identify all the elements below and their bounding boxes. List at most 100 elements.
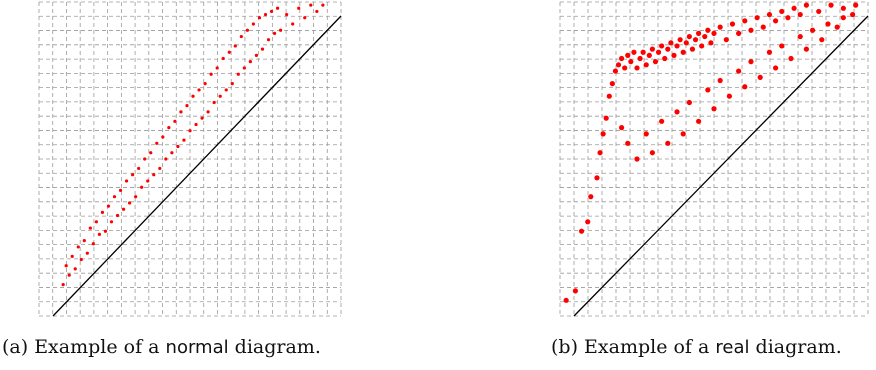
- normal-point: [128, 201, 132, 205]
- normal-point: [251, 22, 256, 26]
- real-point: [585, 219, 591, 225]
- real-point: [702, 33, 708, 40]
- normal-point: [152, 173, 156, 177]
- real-point: [634, 156, 640, 162]
- real-point: [615, 62, 622, 68]
- real-point: [754, 15, 760, 21]
- normal-point: [239, 34, 243, 39]
- normal-point: [191, 94, 195, 98]
- real-point: [809, 27, 816, 33]
- caption-a-keyword: normal: [165, 337, 229, 358]
- real-point: [773, 65, 779, 71]
- normal-point: [64, 264, 68, 268]
- real-point: [680, 49, 686, 55]
- normal-point: [212, 100, 216, 105]
- real-point: [662, 55, 668, 62]
- real-point: [612, 68, 619, 74]
- real-point: [853, 2, 859, 8]
- real-point: [649, 46, 655, 52]
- normal-point: [279, 28, 283, 32]
- normal-point: [291, 22, 295, 26]
- normal-point: [106, 204, 111, 208]
- real-point: [766, 49, 773, 55]
- real-point: [840, 15, 846, 21]
- normal-point: [76, 245, 80, 249]
- panel-normal-diagram: (a) Example of a normal diagram.: [2, 1, 342, 358]
- real-point: [668, 40, 674, 46]
- real-point: [748, 59, 754, 65]
- normal-point: [263, 12, 268, 17]
- real-point: [594, 175, 600, 181]
- real-point: [622, 65, 628, 71]
- normal-point: [109, 220, 114, 224]
- normal-point: [266, 38, 271, 42]
- real-point: [717, 24, 723, 30]
- normal-point: [164, 157, 168, 161]
- real-point: [699, 43, 705, 49]
- normal-point: [230, 82, 234, 86]
- normal-point: [158, 166, 162, 171]
- normal-point: [218, 94, 222, 98]
- real-point: [708, 40, 714, 46]
- panel-real-diagram: (b) Example of a real diagram.: [438, 0, 876, 370]
- normal-point: [70, 254, 74, 258]
- real-point: [760, 24, 766, 30]
- normal-point: [224, 88, 228, 92]
- normal-points: [61, 3, 325, 287]
- real-point: [680, 131, 686, 137]
- normal-point: [179, 110, 183, 114]
- normal-point: [209, 72, 213, 76]
- real-point: [563, 297, 569, 303]
- real-point: [723, 37, 729, 43]
- normal-point: [140, 185, 144, 189]
- real-point: [803, 46, 809, 52]
- real-points: [563, 2, 859, 303]
- normal-point: [182, 138, 186, 142]
- real-point: [578, 228, 585, 234]
- normal-point: [221, 56, 225, 61]
- normal-point: [194, 122, 198, 127]
- normal-point: [233, 44, 237, 48]
- caption-real-diagram: (b) Example of a real diagram.: [551, 336, 842, 358]
- real-point: [597, 150, 603, 156]
- caption-a-suffix: diagram.: [234, 336, 321, 358]
- normal-grid: [38, 1, 342, 317]
- real-point: [742, 84, 748, 90]
- real-point: [825, 21, 831, 27]
- normal-point: [215, 66, 219, 70]
- real-point: [736, 68, 742, 74]
- real-point: [819, 37, 825, 43]
- real-point: [711, 106, 717, 112]
- normal-point: [173, 119, 177, 123]
- real-point: [637, 55, 643, 62]
- real-point: [631, 49, 637, 55]
- normal-point: [79, 257, 83, 262]
- normal-point: [121, 207, 126, 211]
- normal-point: [91, 242, 95, 246]
- caption-a-prefix: (a) Example of a: [2, 336, 160, 358]
- real-point: [646, 52, 652, 58]
- real-point: [797, 33, 803, 40]
- normal-point: [170, 151, 174, 155]
- normal-point: [257, 16, 262, 20]
- real-point: [603, 115, 609, 121]
- normal-point: [176, 144, 180, 149]
- normal-point: [97, 232, 101, 236]
- real-point: [600, 131, 606, 137]
- real-point: [689, 46, 696, 52]
- real-point: [736, 30, 742, 36]
- real-point: [640, 49, 646, 55]
- real-point: [606, 93, 612, 99]
- real-diagonal: [573, 15, 869, 317]
- normal-point: [203, 82, 207, 86]
- normal-point: [149, 151, 153, 155]
- normal-point: [197, 88, 201, 92]
- normal-point: [248, 60, 252, 64]
- normal-point: [137, 166, 141, 171]
- normal-point: [245, 28, 249, 32]
- normal-point: [206, 110, 210, 114]
- normal-point: [321, 3, 325, 7]
- normal-point: [61, 283, 65, 287]
- normal-point: [131, 173, 135, 177]
- real-point: [766, 11, 773, 18]
